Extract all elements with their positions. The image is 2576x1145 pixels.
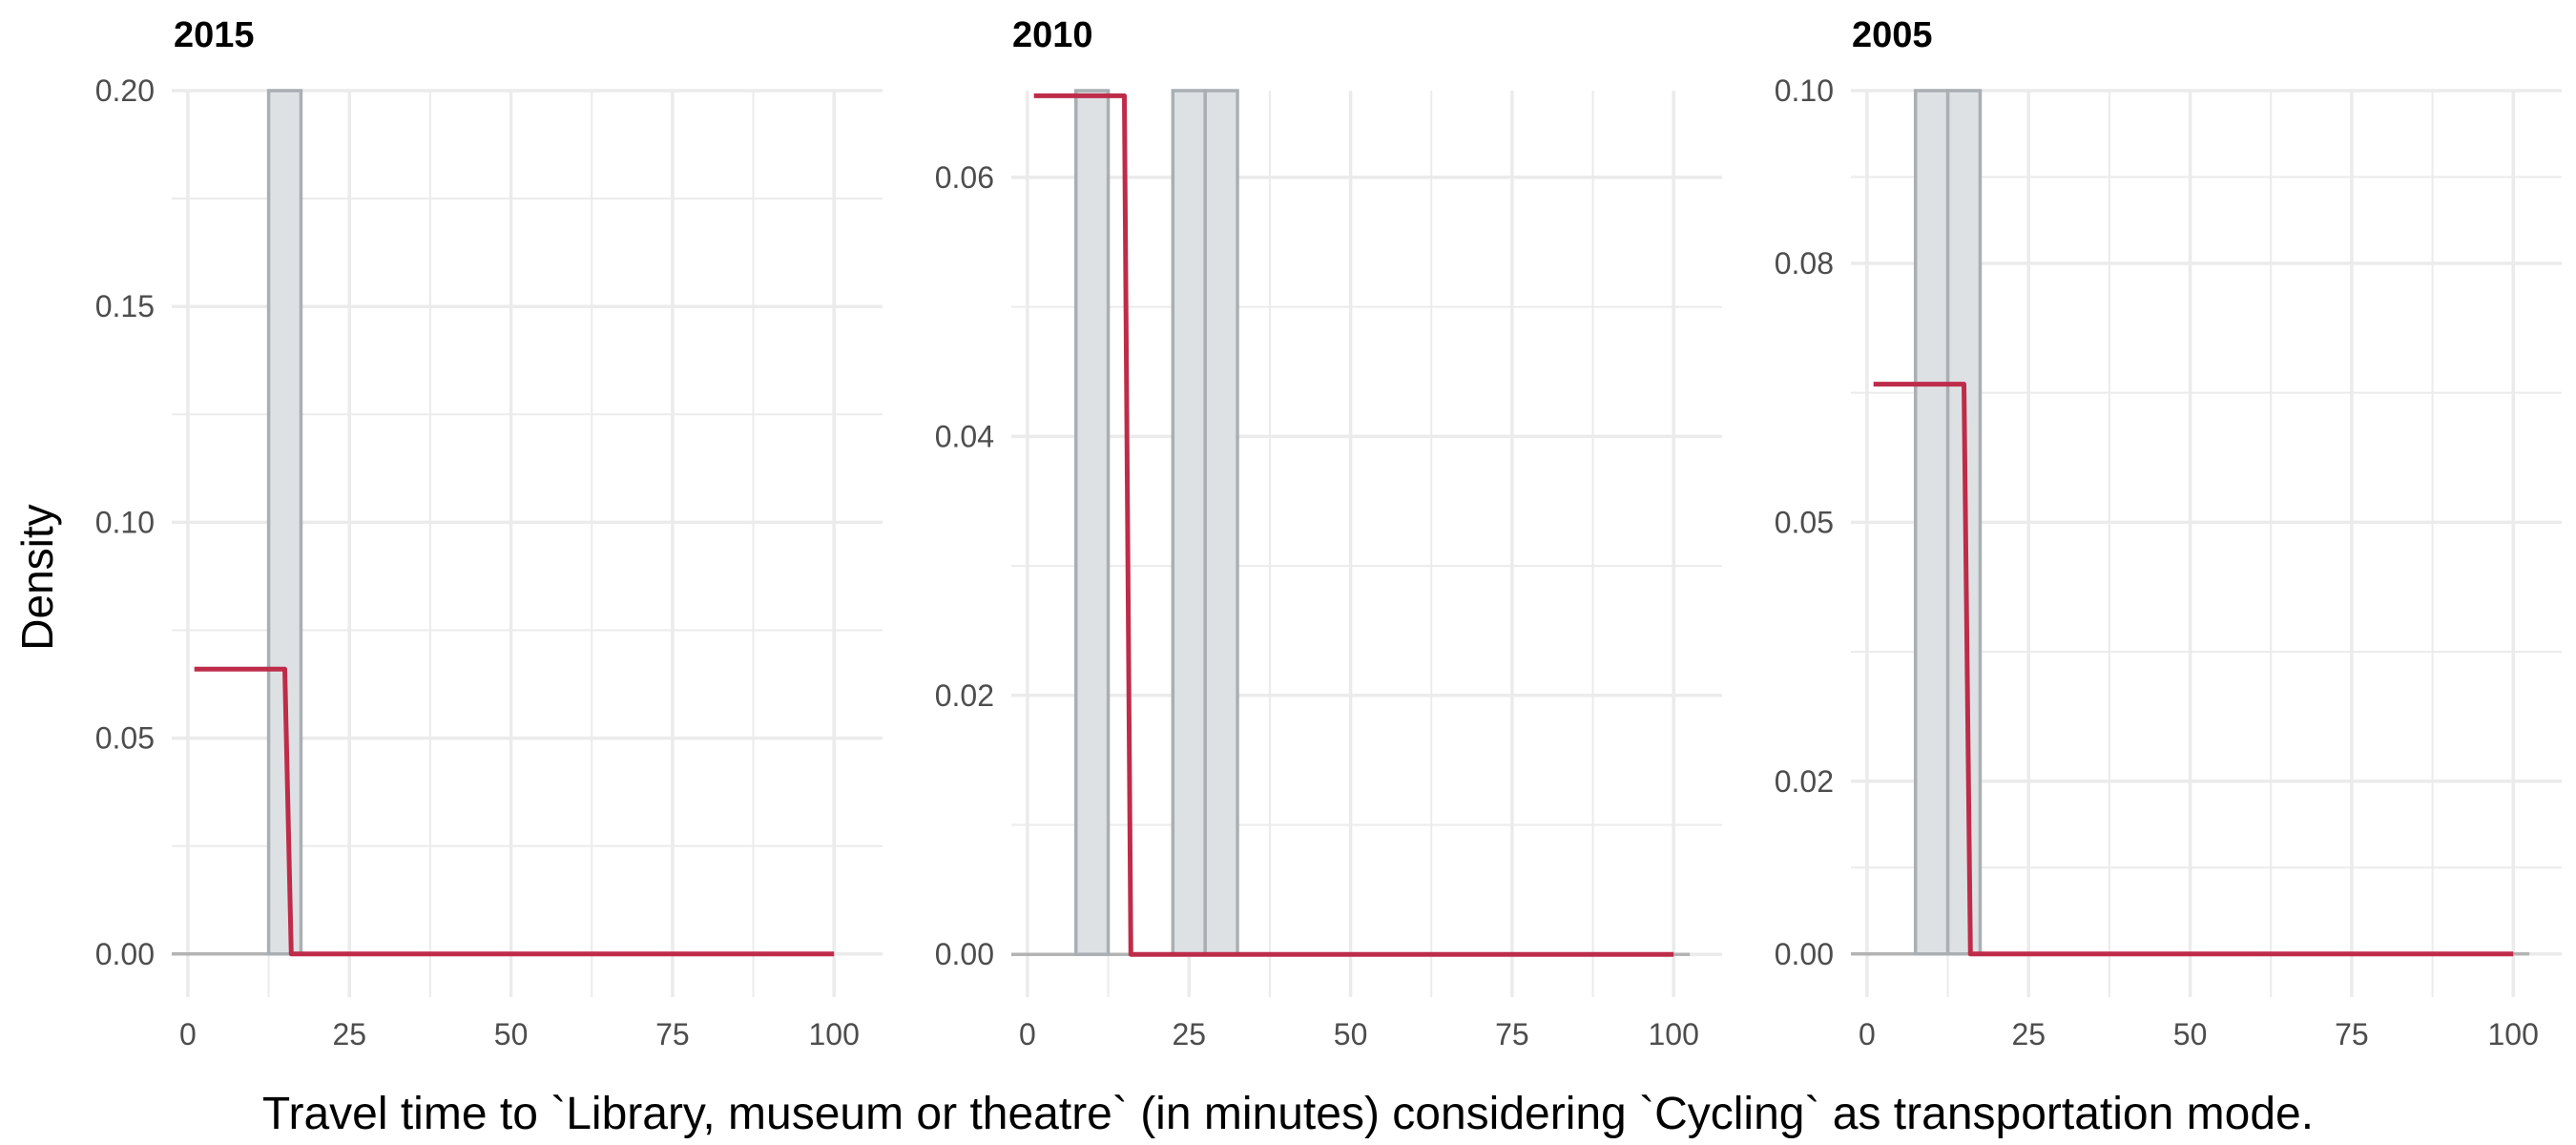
y-tick-label-2015: 0.05 [95,721,155,756]
x-tick-label-2010: 50 [1334,1017,1368,1051]
x-tick-label-2010: 25 [1172,1017,1206,1051]
density-line-2015 [194,666,835,957]
x-axis-label: Travel time to `Library, museum or theat… [261,1089,2315,1139]
facet-title-2005: 2005 [1852,15,1933,55]
histogram-bar-2005 [1913,89,1950,956]
x-tick-label-2015: 0 [179,1017,197,1051]
x-tick-label-2015: 50 [494,1017,529,1051]
y-tick-label-2010: 0.06 [935,160,994,195]
x-tick-label-2005: 75 [2335,1017,2369,1051]
x-tick-label-2015: 25 [332,1017,366,1051]
x-tick-label-2010: 0 [1019,1017,1036,1051]
y-tick-label-2010: 0.04 [935,419,994,453]
y-tick-label-2015: 0.20 [95,73,155,108]
x-tick-label-2010: 75 [1495,1017,1529,1051]
histogram-bar-2010 [1073,89,1111,956]
y-tick-label-2005: 0.00 [1775,937,1834,971]
x-tick-label-2015: 100 [809,1017,860,1051]
histogram-bar-2010 [1203,89,1239,956]
density-line-2010 [1033,93,1674,957]
x-tick-label-2005: 25 [2011,1017,2046,1051]
histogram-bar-2015 [266,89,303,956]
y-tick-label-2005: 0.10 [1775,73,1834,108]
density-line-2005 [1873,382,2514,957]
y-tick-label-2015: 0.00 [95,937,155,971]
histogram-bar-2005 [1945,89,1983,956]
x-tick-label-2015: 75 [655,1017,690,1051]
x-tick-label-2005: 100 [2488,1017,2539,1051]
x-tick-label-2010: 100 [1649,1017,1699,1051]
y-tick-label-2010: 0.00 [935,937,994,971]
x-tick-label-2005: 0 [1859,1017,1876,1051]
y-tick-label-2005: 0.05 [1775,505,1834,539]
y-tick-label-2005: 0.08 [1775,246,1834,281]
y-tick-label-2015: 0.15 [95,289,155,323]
histogram-bar-2010 [1171,89,1207,956]
x-tick-label-2005: 50 [2173,1017,2208,1051]
y-tick-label-2015: 0.10 [95,505,155,539]
facet-title-2010: 2010 [1012,15,1093,55]
facet-title-2015: 2015 [174,15,255,55]
y-axis-label: Density [12,504,62,651]
y-tick-label-2010: 0.02 [935,678,994,713]
y-tick-label-2005: 0.02 [1775,764,1834,799]
